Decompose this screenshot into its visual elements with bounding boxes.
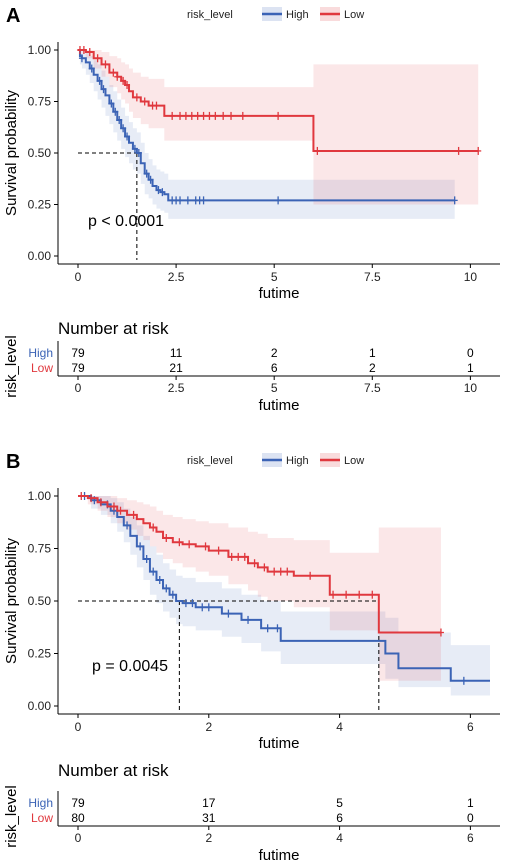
risk-count: 6: [336, 811, 343, 825]
ci-band-low: [78, 496, 441, 681]
risk-count: 31: [202, 811, 216, 825]
y-tick-label: 1.00: [28, 43, 52, 57]
y-tick-label: 0.50: [28, 146, 52, 160]
risk-x-tick-label: 5: [271, 381, 278, 395]
y-tick-label: 0.75: [28, 542, 52, 556]
risk-table: Number at risk High 79 17 5 1 Low 80 31 6 0 0 2 4 6 fut…: [3, 761, 500, 863]
x-tick-label: 5: [271, 270, 278, 284]
risk-count: 6: [271, 361, 278, 375]
p-value-annotation: p < 0.0001: [88, 213, 164, 230]
legend: risk_level High Low: [187, 453, 364, 467]
risk-count: 2: [271, 346, 278, 360]
risk-count: 17: [202, 796, 216, 810]
risk-count: 0: [467, 346, 474, 360]
risk-x-tick-label: 0: [75, 381, 82, 395]
y-tick-label: 0.00: [28, 699, 52, 713]
y-axis-label: Survival probability: [3, 90, 20, 216]
risk-count: 21: [169, 361, 183, 375]
risk-count: 1: [467, 361, 474, 375]
x-axis-label: futime: [259, 735, 300, 752]
risk-row-label-high: High: [28, 346, 53, 360]
legend-title: risk_level: [187, 9, 233, 21]
ci-band-high: [78, 50, 455, 219]
y-tick-label: 0.50: [28, 594, 52, 608]
y-tick-label: 0.75: [28, 95, 52, 109]
y-tick-label: 0.00: [28, 249, 52, 263]
y-tick-label: 0.25: [28, 198, 52, 212]
risk-count: 80: [71, 811, 85, 825]
risk-table-title: Number at risk: [58, 761, 169, 780]
legend-label-high: High: [286, 455, 309, 467]
risk-x-tick-label: 4: [336, 831, 343, 845]
panel-label: B: [6, 451, 20, 473]
risk-count: 2: [369, 361, 376, 375]
y-tick-label: 1.00: [28, 489, 52, 503]
legend-label-low: Low: [344, 9, 364, 21]
risk-row-label-low: Low: [31, 361, 53, 375]
legend: risk_level High Low: [187, 7, 364, 21]
risk-x-axis-label: futime: [259, 397, 300, 414]
legend-title: risk_level: [187, 455, 233, 467]
ci-band-high: [78, 496, 490, 696]
y-tick-label: 0.25: [28, 647, 52, 661]
x-tick-label: 4: [336, 720, 343, 734]
survival-curve-low: [78, 495, 441, 634]
risk-x-tick-label: 2: [205, 831, 212, 845]
panel-label: A: [6, 5, 20, 27]
x-tick-label: 0: [75, 720, 82, 734]
risk-row-label-high: High: [28, 796, 53, 810]
risk-count: 5: [336, 796, 343, 810]
risk-x-tick-label: 0: [75, 831, 82, 845]
risk-count: 79: [71, 346, 85, 360]
p-value-annotation: p = 0.0045: [92, 658, 168, 675]
y-axis-label: Survival probability: [3, 538, 20, 664]
x-tick-label: 10: [464, 270, 478, 284]
risk-x-tick-label: 6: [467, 831, 474, 845]
x-tick-label: 7.5: [364, 270, 381, 284]
legend-label-high: High: [286, 9, 309, 21]
x-axis-label: futime: [259, 285, 300, 302]
risk-count: 1: [369, 346, 376, 360]
risk-count: 79: [71, 361, 85, 375]
risk-x-tick-label: 7.5: [364, 381, 381, 395]
risk-count: 1: [467, 796, 474, 810]
risk-x-tick-label: 10: [464, 381, 478, 395]
risk-count: 11: [170, 346, 183, 360]
risk-count: 0: [467, 811, 474, 825]
risk-table-title: Number at risk: [58, 319, 169, 338]
x-tick-label: 0: [75, 270, 82, 284]
risk-x-axis-label: futime: [259, 847, 300, 863]
risk-row-label-low: Low: [31, 811, 53, 825]
survival-curve-high: [78, 495, 490, 682]
risk-x-tick-label: 2.5: [168, 381, 185, 395]
legend-label-low: Low: [344, 455, 364, 467]
x-tick-label: 2.5: [168, 270, 185, 284]
risk-y-axis-label: risk_level: [3, 335, 20, 398]
x-tick-label: 2: [205, 720, 212, 734]
ci-band-low: [78, 50, 479, 205]
risk-count: 79: [71, 796, 85, 810]
risk-y-axis-label: risk_level: [3, 785, 20, 848]
x-tick-label: 6: [467, 720, 474, 734]
